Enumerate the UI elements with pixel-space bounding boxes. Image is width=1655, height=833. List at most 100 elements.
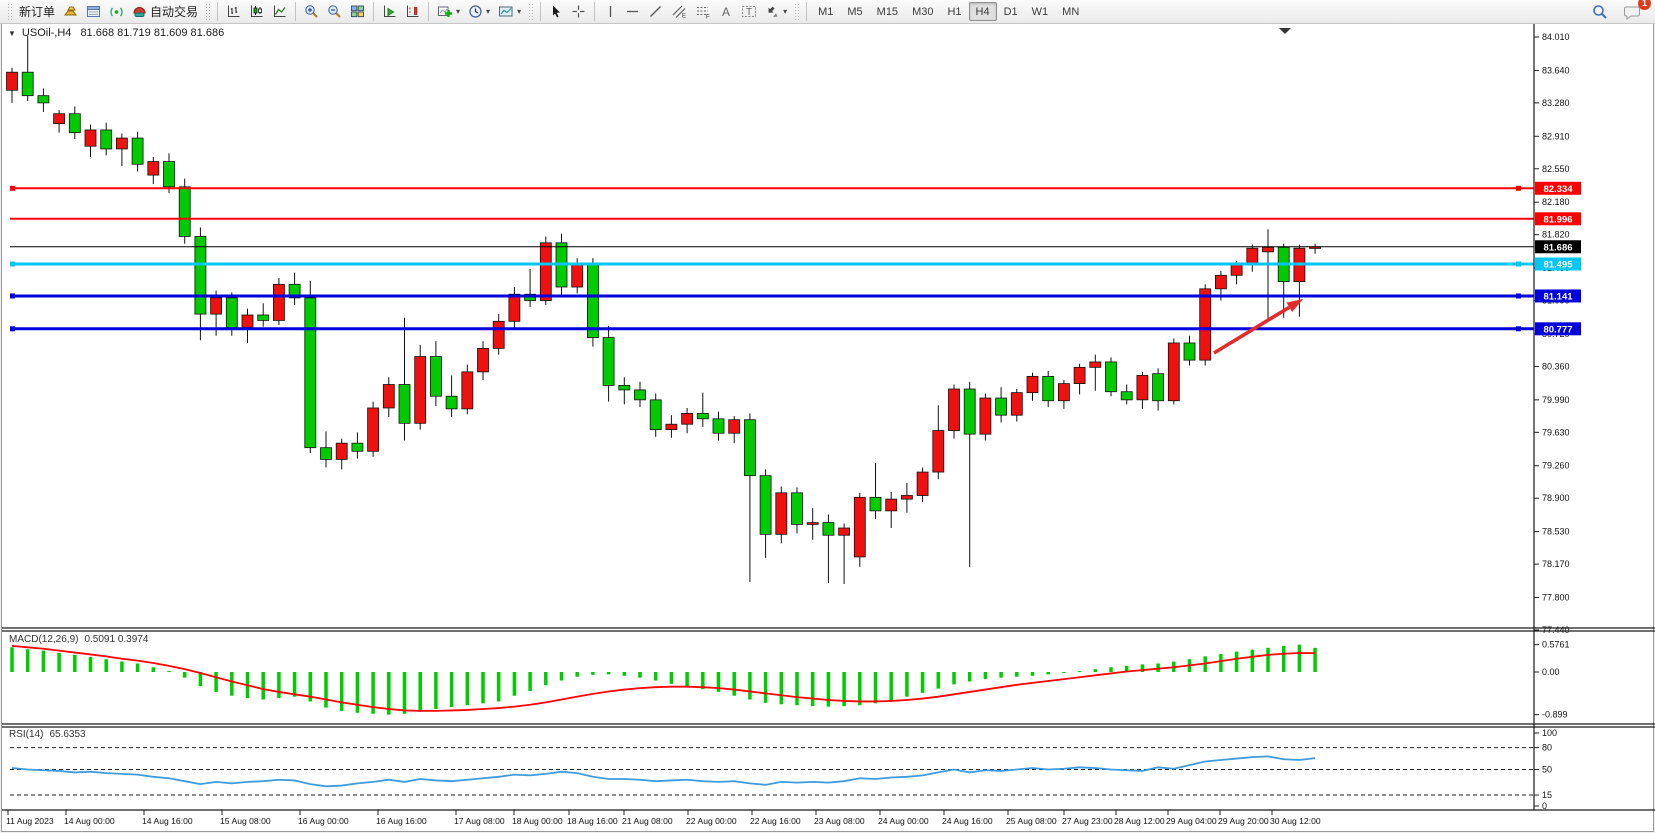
- bull-candle: [539, 242, 552, 301]
- bear-candle: [602, 337, 615, 386]
- macd-histogram-bar: [528, 672, 532, 691]
- chat-button[interactable]: 1: [1620, 0, 1651, 22]
- macd-histogram-bar: [779, 672, 784, 705]
- toolbar-grip[interactable]: [205, 2, 211, 21]
- macd-histogram-bar: [10, 647, 14, 672]
- axis-tick-label: 80.777: [1543, 324, 1572, 335]
- line-chart-button[interactable]: [268, 1, 291, 22]
- bear-candle: [696, 412, 709, 420]
- timeframe-d1-button[interactable]: D1: [1003, 5, 1018, 18]
- fibonacci-button[interactable]: F: [691, 1, 715, 22]
- axis-tick-label: 0.00: [1542, 667, 1560, 677]
- bull-candle: [571, 264, 584, 288]
- bar-chart-button[interactable]: [222, 1, 245, 22]
- toolbar-grip[interactable]: [794, 2, 800, 21]
- main-pane[interactable]: [6, 28, 1535, 584]
- bear-candle: [37, 95, 50, 104]
- text-button[interactable]: A: [715, 1, 737, 22]
- time-tick-label: 11 Aug 2023: [6, 816, 54, 826]
- bear-candle: [634, 389, 646, 401]
- equidistant-channel-button[interactable]: E: [667, 1, 691, 22]
- macd-histogram-bar: [41, 650, 46, 672]
- level-line-80.777[interactable]: [10, 326, 1534, 332]
- macd-histogram-bar: [983, 672, 988, 680]
- vertical-line-button[interactable]: [599, 1, 621, 22]
- timeframe-h4-button[interactable]: H4: [968, 2, 997, 21]
- macd-histogram-bar: [1156, 663, 1160, 672]
- bull-candle: [838, 527, 850, 536]
- price-level-label: 81.141: [1535, 289, 1581, 303]
- add-indicator-button[interactable]: ▾: [433, 1, 464, 22]
- autotrading-label: 自动交易: [150, 5, 199, 19]
- chart-shift-button[interactable]: [401, 1, 424, 22]
- macd-histogram-bar: [795, 672, 799, 706]
- bull-candle: [335, 442, 348, 460]
- axis-tick-label: 82.910: [1542, 131, 1570, 141]
- price-axis[interactable]: 84.010 83.640 83.280 82.910 82.550 82.180 81.8…: [1533, 24, 1581, 811]
- search-icon: [1593, 4, 1607, 19]
- chart-window[interactable]: 84.010 83.640 83.280 82.910 82.550 82.180 81.8…: [1, 24, 1655, 832]
- macd-histogram-bar: [1062, 672, 1066, 673]
- line-handle: [1516, 326, 1521, 332]
- timeframe-w1-button[interactable]: W1: [1031, 5, 1049, 18]
- price-chart-canvas[interactable]: 84.010 83.640 83.280 82.910 82.550 82.180 81.8…: [2, 24, 1655, 830]
- macd-histogram-bar: [967, 672, 972, 682]
- chart-shift-marker-icon[interactable]: [1279, 28, 1291, 34]
- bull-candle: [367, 407, 380, 452]
- arrow-annotation[interactable]: [1213, 299, 1303, 355]
- trendline-icon: [650, 6, 662, 17]
- zoom-out-button[interactable]: [323, 1, 346, 22]
- bull-candle: [1089, 361, 1102, 368]
- toolbar-grip[interactable]: [7, 2, 12, 21]
- horizontal-line-button[interactable]: [621, 1, 644, 22]
- line-handle: [10, 261, 15, 267]
- macd-histogram-bar: [653, 672, 658, 681]
- text-label-button[interactable]: T: [737, 1, 761, 22]
- bull-candle: [1199, 288, 1212, 361]
- bear-candle: [194, 236, 207, 315]
- trendline-button[interactable]: [644, 1, 667, 22]
- level-line-81.141[interactable]: [10, 293, 1534, 299]
- svg-text:T: T: [746, 7, 752, 18]
- timeframe-m15-button[interactable]: M15: [876, 5, 899, 18]
- bull-candle: [1246, 247, 1259, 265]
- arrows-button[interactable]: ▾: [761, 1, 791, 22]
- data-window-button[interactable]: [82, 1, 105, 22]
- macd-pane[interactable]: [10, 644, 1317, 715]
- macd-histogram-bar: [371, 672, 375, 714]
- autotrading-button[interactable]: 自动交易: [128, 1, 202, 22]
- tile-windows-button[interactable]: [346, 1, 369, 22]
- market-watch-icon[interactable]: [59, 1, 82, 22]
- level-line-81.495[interactable]: [10, 261, 1534, 267]
- collapse-triangle-icon[interactable]: ▼: [8, 28, 16, 38]
- timeframe-m30-button[interactable]: M30: [912, 5, 934, 18]
- templates-button[interactable]: ▾: [494, 1, 525, 22]
- signal-button[interactable]: [105, 1, 128, 22]
- crosshair-button[interactable]: [567, 1, 590, 22]
- level-line-82.334[interactable]: [10, 185, 1534, 191]
- macd-histogram-bar: [261, 672, 265, 700]
- toolbar-grip[interactable]: [528, 2, 534, 21]
- bull-candle: [665, 423, 678, 431]
- bull-candle: [116, 137, 128, 150]
- autotrading-icon: [133, 7, 146, 17]
- zoom-in-button[interactable]: [300, 1, 323, 22]
- bear-candle: [649, 399, 662, 431]
- toolbar-separator: [295, 2, 297, 21]
- timeframe-h1-button[interactable]: H1: [947, 5, 962, 18]
- axis-tick-label: 81.495: [1543, 260, 1573, 271]
- timeframe-m5-button[interactable]: M5: [847, 5, 863, 18]
- macd-histogram-bar: [905, 672, 909, 697]
- search-button[interactable]: [1588, 1, 1612, 22]
- time-axis[interactable]: 11 Aug 2023 14 Aug 00:00 14 Aug 16:00 15 Au…: [6, 810, 1321, 826]
- rsi-pane[interactable]: [10, 747, 1534, 796]
- axis-tick-label: 82.550: [1542, 164, 1570, 174]
- new-order-button[interactable]: 新订单: [15, 1, 59, 22]
- cursor-button[interactable]: [545, 1, 567, 22]
- candlestick-chart-button[interactable]: [245, 1, 268, 22]
- auto-scroll-button[interactable]: [378, 1, 401, 22]
- macd-histogram-bar: [120, 661, 124, 672]
- periods-button[interactable]: ▾: [464, 1, 494, 22]
- timeframe-mn-button[interactable]: MN: [1062, 5, 1080, 18]
- timeframe-m1-button[interactable]: M1: [818, 5, 834, 18]
